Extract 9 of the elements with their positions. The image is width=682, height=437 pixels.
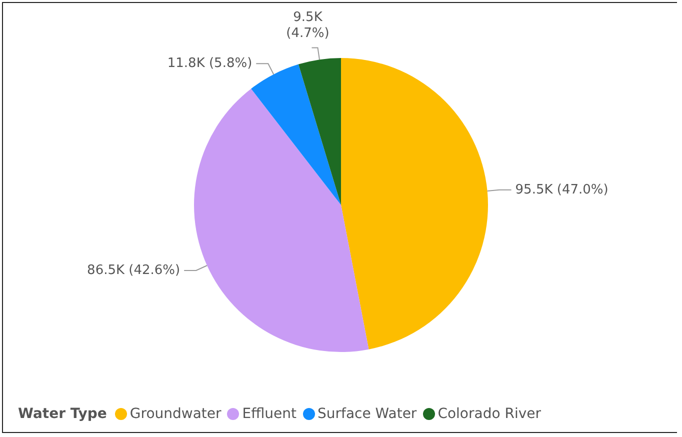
data-label: 11.8K (5.8%) (167, 56, 252, 72)
data-label: 95.5K (47.0%) (515, 182, 608, 198)
legend-label: Effluent (242, 406, 297, 422)
data-label: 86.5K (42.6%) (87, 262, 180, 278)
legend-label: Surface Water (318, 406, 417, 422)
data-label: 9.5K (4.7%) (286, 10, 330, 42)
legend-label: Groundwater (130, 406, 222, 422)
legend-label: Colorado River (438, 406, 541, 422)
legend-title: Water Type (18, 406, 107, 422)
